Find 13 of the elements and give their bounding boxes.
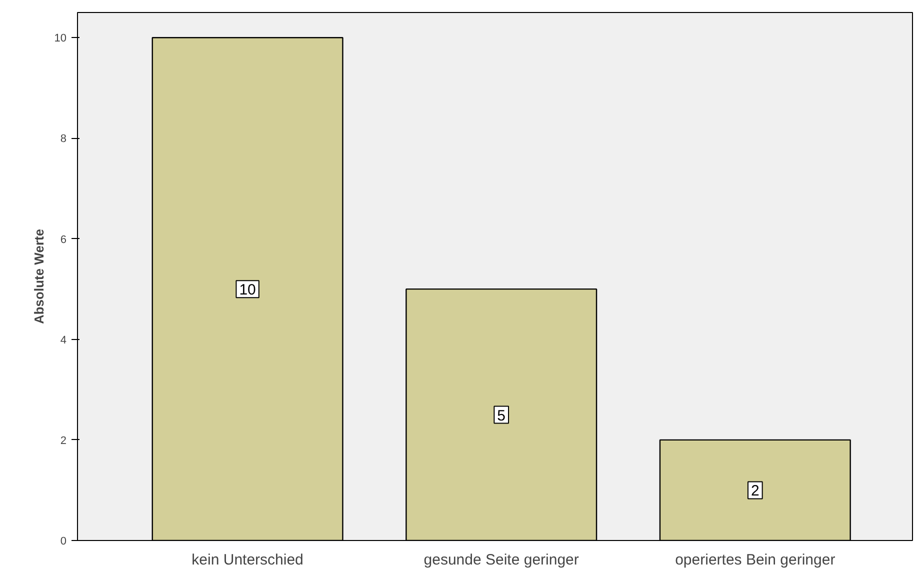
y-tick-label: 10 (54, 32, 67, 45)
y-tick-label: 2 (60, 434, 67, 447)
data-label: 10 (239, 282, 256, 299)
x-tick-label: operiertes Bein geringer (675, 552, 836, 568)
x-tick-label: gesunde Seite geringer (424, 552, 579, 568)
x-tick-label: kein Unterschied (192, 552, 304, 568)
y-axis-title: Absolute Werte (31, 228, 46, 324)
y-tick-label: 8 (60, 133, 67, 146)
data-label: 2 (750, 482, 760, 500)
y-tick-label: 6 (60, 234, 67, 246)
y-tick-label: 0 (60, 536, 67, 548)
y-tick-label: 4 (60, 334, 67, 346)
data-label: 5 (497, 407, 506, 424)
